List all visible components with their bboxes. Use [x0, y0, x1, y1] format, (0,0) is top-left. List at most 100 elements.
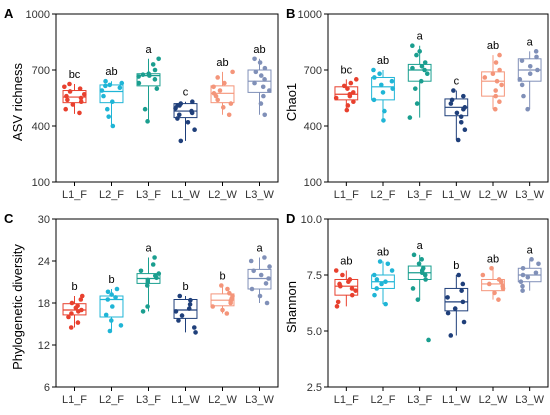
data-point: [215, 97, 220, 103]
data-point: [353, 77, 359, 82]
box-L1_W: b: [444, 260, 469, 338]
data-point: [493, 60, 499, 65]
data-point: [371, 272, 377, 278]
panel-letter: C: [4, 211, 14, 226]
x-tick-label: L2_F: [370, 394, 395, 406]
data-point: [519, 82, 525, 88]
x-tick-label: L2_W: [208, 189, 237, 201]
data-point: [462, 105, 468, 110]
data-point: [156, 271, 162, 276]
box-L2_F: ab: [371, 55, 396, 123]
panel-frame: [55, 13, 279, 183]
significance-letter: ab: [377, 55, 389, 67]
x-tick-label: L1_F: [334, 189, 359, 201]
data-point: [264, 300, 270, 306]
data-point: [192, 127, 197, 133]
x-tick-label: L3_W: [245, 394, 274, 406]
y-tick-label: 400: [304, 121, 322, 133]
data-point: [445, 310, 451, 316]
x-tick-label: L3_W: [245, 189, 274, 201]
x-tick-label: L3_W: [515, 394, 544, 406]
data-point: [520, 265, 526, 271]
data-point: [190, 99, 195, 105]
significance-letter: ab: [216, 57, 228, 69]
x-tick-label: L2_F: [370, 189, 395, 201]
data-point: [179, 313, 185, 318]
data-point: [496, 297, 501, 302]
data-point: [486, 281, 492, 287]
y-tick-label: 10.0: [301, 214, 322, 226]
box-L2_F: ab: [99, 66, 125, 129]
data-point: [150, 262, 156, 267]
box-L1_F: ab: [333, 256, 359, 309]
data-point: [459, 288, 464, 293]
data-point: [452, 306, 458, 311]
data-point: [534, 54, 539, 60]
data-point: [227, 290, 232, 296]
data-point: [252, 80, 257, 86]
data-point: [520, 272, 526, 278]
data-point: [230, 69, 235, 75]
data-point: [145, 277, 151, 283]
panel-frame: [55, 218, 279, 388]
x-tick-label: L1_W: [171, 189, 200, 201]
data-point: [225, 286, 230, 292]
box-L3_W: a: [517, 36, 542, 112]
data-point: [77, 86, 83, 91]
data-point: [348, 80, 354, 86]
y-tick-label: 1000: [298, 9, 322, 21]
x-tick-label: L2_W: [208, 394, 237, 406]
data-point: [103, 78, 108, 84]
data-point: [251, 268, 256, 274]
box-L3_F: a: [136, 44, 161, 124]
data-point: [78, 95, 84, 101]
data-point: [414, 52, 419, 58]
data-point: [136, 74, 141, 79]
data-point: [426, 337, 431, 343]
box-L3_F: a: [407, 240, 432, 343]
data-point: [419, 257, 424, 262]
box-L3_W: a: [247, 243, 272, 306]
data-point: [458, 114, 464, 119]
data-point: [337, 281, 342, 287]
data-point: [217, 88, 223, 93]
data-point: [451, 88, 456, 93]
x-tick-label: L2_W: [479, 394, 508, 406]
box-L2_W: ab: [481, 40, 505, 112]
data-point: [347, 277, 353, 282]
data-point: [351, 99, 356, 105]
data-point: [449, 97, 455, 103]
data-point: [249, 286, 255, 292]
box-L3_W: ab: [247, 44, 272, 118]
data-point: [461, 93, 466, 99]
data-point: [154, 86, 160, 91]
data-point: [224, 311, 230, 316]
data-point: [262, 77, 267, 82]
data-point: [77, 110, 82, 116]
data-point: [220, 105, 226, 110]
data-point: [64, 93, 69, 99]
data-point: [114, 286, 120, 292]
data-point: [497, 67, 502, 73]
data-point: [379, 281, 384, 287]
data-point: [371, 97, 377, 103]
box-L1_F: bc: [62, 69, 87, 116]
data-point: [417, 49, 422, 54]
data-point: [383, 301, 388, 307]
data-point: [75, 303, 80, 309]
data-point: [105, 297, 111, 302]
data-point: [144, 283, 150, 288]
data-point: [152, 273, 158, 279]
data-point: [333, 268, 339, 273]
data-point: [261, 93, 266, 99]
data-point: [412, 86, 418, 91]
data-point: [266, 276, 271, 281]
data-point: [258, 73, 264, 78]
data-point: [140, 309, 146, 314]
data-point: [220, 307, 225, 313]
data-point: [104, 106, 110, 112]
data-point: [424, 71, 430, 77]
data-point: [78, 297, 84, 302]
data-point: [175, 116, 180, 121]
data-point: [152, 77, 158, 82]
